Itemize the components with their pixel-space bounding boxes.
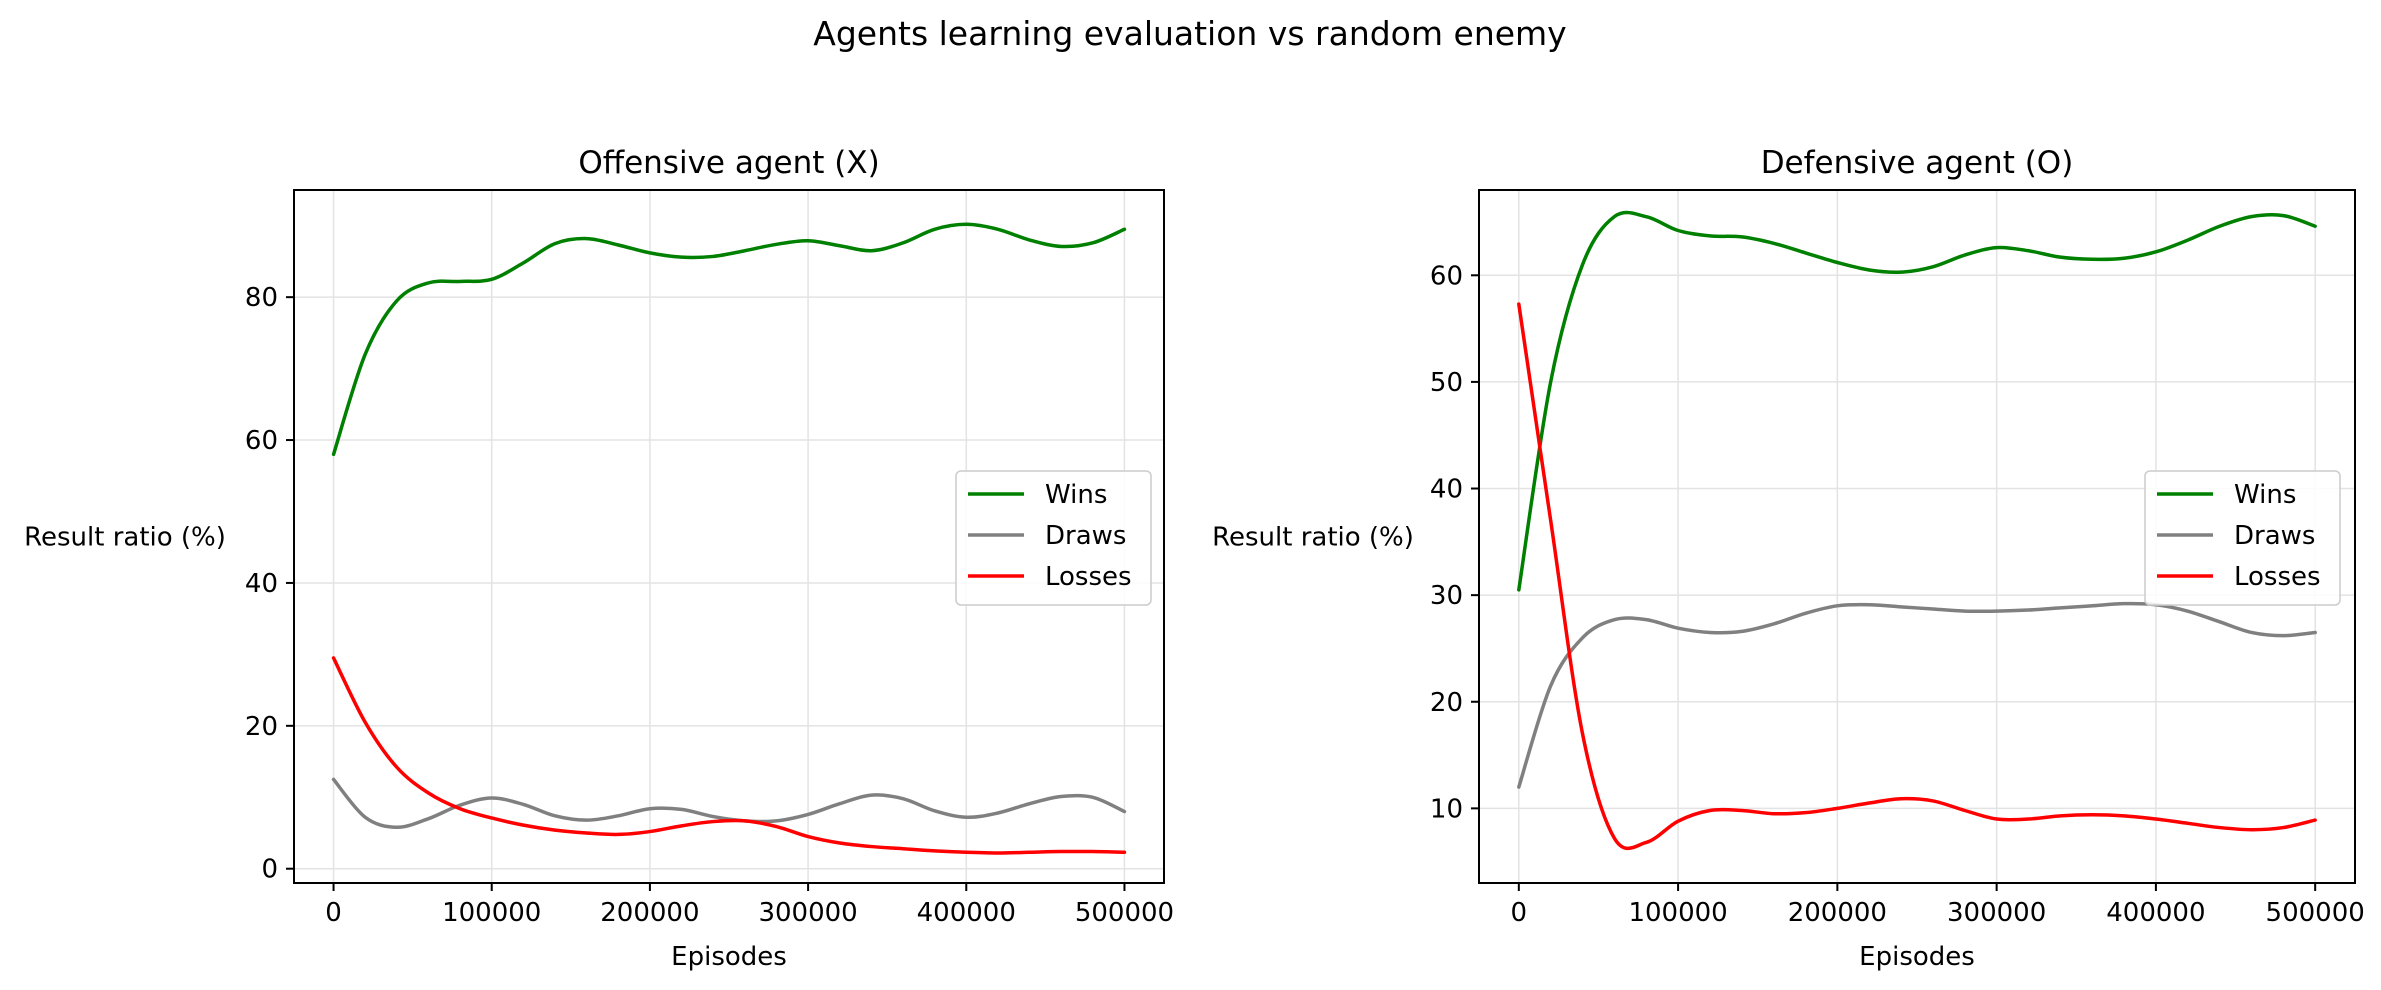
- chart-1-line-wins: [1517, 210, 2317, 592]
- chart-1-y-tick-label-5: 60: [1430, 261, 1463, 291]
- chart-1-y-axis-label: Result ratio (%): [1212, 523, 1414, 553]
- chart-1-line-losses: [1517, 302, 2317, 851]
- chart-1-y-tick-label-4: 50: [1430, 368, 1463, 398]
- figure-suptitle: Agents learning evaluation vs random ene…: [813, 14, 1566, 53]
- chart-0-x-tick-label-0: 0: [325, 898, 342, 928]
- chart-0-x-tick-label-3: 300000: [758, 898, 857, 928]
- chart-0-y-tick-label-1: 20: [245, 712, 278, 742]
- chart-1-legend-label-wins: Wins: [2234, 480, 2296, 510]
- chart-1-x-tick-label-5: 500000: [2266, 898, 2365, 928]
- chart-0-y-tick-label-3: 60: [245, 426, 278, 456]
- chart-1-title: Defensive agent (O): [1761, 145, 2074, 181]
- chart-1-x-tick-label-1: 100000: [1628, 898, 1727, 928]
- chart-0-x-tick-label-4: 400000: [917, 898, 1016, 928]
- chart-1-y-tick-label-0: 10: [1430, 794, 1463, 824]
- chart-0-legend-label-losses: Losses: [1045, 562, 1132, 592]
- chart-0-x-axis-label: Episodes: [671, 942, 787, 972]
- chart-0-legend-label-draws: Draws: [1045, 521, 1126, 551]
- offensive-agent-chart: 0 100000 200000 300000 400000 500000 0 20 40 60 80…: [24, 145, 1174, 972]
- chart-0-x-tick-label-2: 200000: [600, 898, 699, 928]
- chart-0-y-tick-label-4: 80: [245, 283, 278, 313]
- chart-0-y-tick-label-2: 40: [245, 569, 278, 599]
- chart-1-x-tick-label-0: 0: [1511, 898, 1528, 928]
- chart-0-x-tick-label-1: 100000: [442, 898, 541, 928]
- chart-0-legend: Wins Draws Losses: [955, 470, 1152, 606]
- chart-1-y-tick-label-3: 40: [1430, 475, 1463, 505]
- chart-1-x-tick-label-4: 400000: [2106, 898, 2205, 928]
- chart-1-y-tick-label-1: 20: [1430, 688, 1463, 718]
- chart-0-title: Offensive agent (X): [578, 145, 879, 181]
- chart-0-legend-label-wins: Wins: [1045, 480, 1107, 510]
- chart-0-plot-frame: [293, 189, 1165, 884]
- chart-1-y-tick-label-2: 30: [1430, 581, 1463, 611]
- chart-0-line-wins: [331, 222, 1127, 457]
- chart-0-y-tick-label-0: 0: [261, 855, 278, 885]
- chart-1-legend-box: [2144, 470, 2341, 606]
- chart-1-x-tick-label-2: 200000: [1788, 898, 1887, 928]
- defensive-agent-chart: 0 100000 200000 300000 400000 500000 10 20 30 40 5…: [1212, 145, 2365, 972]
- chart-1-x-axis-label: Episodes: [1859, 942, 1975, 972]
- chart-1-legend-label-draws: Draws: [2234, 521, 2315, 551]
- chart-1-legend: Wins Draws Losses: [2144, 470, 2341, 606]
- chart-1-legend-label-losses: Losses: [2234, 562, 2321, 592]
- chart-1-plot-frame: [1478, 189, 2356, 884]
- chart-0-y-axis-label: Result ratio (%): [24, 523, 226, 553]
- chart-0-x-tick-label-5: 500000: [1075, 898, 1174, 928]
- chart-1-x-tick-label-3: 300000: [1947, 898, 2046, 928]
- chart-1-line-draws: [1517, 601, 2317, 789]
- chart-0-line-losses: [331, 656, 1127, 855]
- chart-0-legend-box: [955, 470, 1152, 606]
